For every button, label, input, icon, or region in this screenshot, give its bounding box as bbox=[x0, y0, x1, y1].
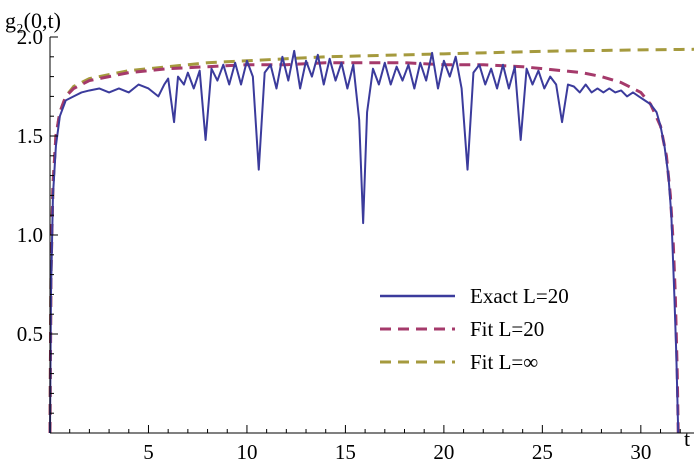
series-0-line bbox=[49, 49, 680, 434]
y-tick-label: 0.5 bbox=[17, 322, 43, 346]
series-layer bbox=[48, 47, 695, 434]
legend-label-2: Fit L=∞ bbox=[470, 350, 538, 374]
series-1-line bbox=[48, 61, 680, 434]
x-tick-label: 15 bbox=[335, 440, 356, 464]
y-tick-label: 1.0 bbox=[17, 223, 43, 247]
x-axis-label: t bbox=[684, 426, 690, 451]
legend: Exact L=20 Fit L=20 Fit L=∞ bbox=[380, 284, 569, 374]
y-tick-label: 1.5 bbox=[17, 124, 43, 148]
x-tick-label: 10 bbox=[236, 440, 257, 464]
x-tick-label: 20 bbox=[433, 440, 454, 464]
x-tick-label: 5 bbox=[143, 440, 154, 464]
x-tick-label: 25 bbox=[532, 440, 553, 464]
y-tick-label: 2.0 bbox=[17, 25, 43, 49]
series-2-line bbox=[48, 47, 695, 434]
ticks-layer: 5 10 15 20 25 30 0.5 1.0 1.5 2.0 bbox=[17, 25, 681, 464]
y-axis-label: g₂(0,t) bbox=[5, 8, 61, 33]
x-tick-label: 30 bbox=[630, 440, 651, 464]
legend-label-1: Fit L=20 bbox=[470, 317, 544, 341]
legend-label-0: Exact L=20 bbox=[470, 284, 569, 308]
axes-layer bbox=[49, 37, 694, 434]
